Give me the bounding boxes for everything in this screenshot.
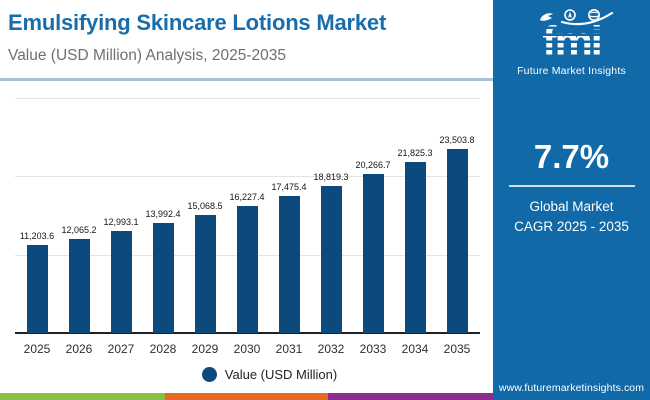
x-axis-label: 2035 [443,342,471,356]
page-subtitle: Value (USD Million) Analysis, 2025-2035 [8,47,286,64]
bar-value-label: 16,227.4 [229,191,265,202]
bar-slot: 20,266.7 2033 [352,98,394,356]
fmi-logo: fmi Future Market Insights [493,8,650,77]
bar-slot: 11,203.6 2025 [16,98,58,356]
bar [236,205,258,333]
bar-value-label: 18,819.3 [313,171,349,182]
legend-swatch [201,367,217,382]
bar-value-label: 12,065.2 [61,224,97,235]
bar-value-label: 11,203.6 [19,231,55,242]
bar [404,162,426,333]
bar-value-label: 12,993.1 [103,217,139,228]
bar-slot: 12,065.2 2026 [58,98,100,357]
x-axis-label: 2026 [65,342,93,356]
header-divider [0,78,493,81]
cagr-label: Global Market CAGR 2025 - 2035 [493,197,650,236]
cagr-value: 7.7% [533,138,610,175]
cagr-divider [508,185,635,187]
bar [110,231,132,333]
bar [446,148,468,333]
stripe-purple [328,393,493,400]
page-title: Emulsifying Skincare Lotions Market [8,10,387,35]
legend: Value (USD Million) [0,367,493,382]
stripe-green [0,393,165,400]
bar-value-label: 20,266.7 [355,160,391,171]
x-axis-label: 2028 [149,342,177,356]
bar-slot: 12,993.1 2027 [100,98,142,356]
chart-panel: Emulsifying Skincare Lotions Market Valu… [0,10,493,400]
x-axis-label: 2032 [317,342,345,356]
bar [194,214,216,333]
bar [68,238,90,333]
bar-value-label: 13,992.4 [145,209,181,220]
x-axis-label: 2033 [359,342,387,356]
cagr-label-line2: CAGR 2025 - 2035 [514,218,629,234]
x-axis-label: 2027 [107,342,135,356]
x-axis-label: 2025 [23,342,51,356]
x-axis-label: 2031 [275,342,303,356]
bar-slot: 21,825.3 2034 [394,98,436,356]
bar-value-label: 23,503.8 [439,134,475,145]
plot-area: 11,203.6 2025 12,065.2 2026 12,993.1 2027 13,9… [15,98,480,357]
x-axis-label: 2029 [191,342,219,356]
bar-slot: 23,503.8 2035 [436,98,478,356]
x-axis-label: 2034 [401,342,429,356]
stripe-orange [165,393,328,400]
gridline [15,176,480,178]
dove-icon [539,13,553,21]
fmi-wordmark: fmi [542,21,603,64]
bar [320,185,342,333]
footer-stripes [0,393,493,400]
logo-name: Future Market Insights [517,64,626,77]
bar [26,245,48,333]
bar-slot: 13,992.4 2028 [142,98,184,356]
bar-slot: 17,475.4 2031 [268,98,310,356]
legend-label: Value (USD Million) [224,367,338,382]
bar-value-label: 15,068.5 [187,200,223,211]
globe-icon [587,9,600,21]
cagr-label-line1: Global Market [529,199,614,214]
cagr-block: 7.7% Global Market CAGR 2025 - 2035 [493,138,650,236]
bar [152,223,174,333]
bar-value-label: 21,825.3 [397,148,433,159]
bar-slot: 18,819.3 2032 [310,98,352,356]
bar-slot: 16,227.4 2030 [226,98,268,356]
sidebar: fmi Future Market Insights 7.7% Global M… [493,0,650,400]
globe-compass-icon [563,9,576,21]
x-axis-label: 2030 [233,342,261,356]
bar [278,196,300,333]
bar [362,174,384,333]
bar-slot: 15,068.5 2029 [184,98,226,356]
fmi-wordmark-stripes [542,22,601,63]
website-url: www.futuremarketinsights.com [498,382,645,394]
x-axis-line [15,332,480,334]
bar-value-label: 17,475.4 [271,182,307,193]
gridline [15,98,480,99]
